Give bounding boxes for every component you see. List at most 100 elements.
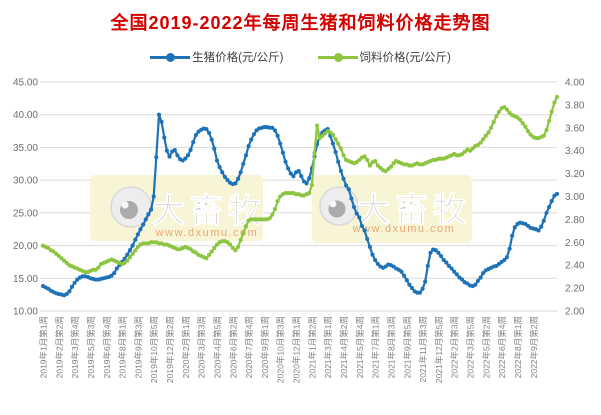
data-point-marker xyxy=(438,253,444,259)
data-point-marker xyxy=(423,279,428,284)
data-point-marker xyxy=(243,153,249,158)
data-point-marker xyxy=(312,150,317,156)
left-axis-tick-label: 30.00 xyxy=(13,176,38,187)
data-point-marker xyxy=(338,146,343,151)
data-point-marker xyxy=(541,218,546,223)
x-axis-tick-label: 2022年9月第2周 xyxy=(529,316,539,378)
legend-label-pig-price: 生猪价格(元/公斤) xyxy=(192,52,284,64)
data-point-marker xyxy=(138,227,143,232)
data-point-marker xyxy=(346,187,351,192)
data-point-marker xyxy=(547,118,552,123)
legend-item-feed-price: 饲料价格(元/公斤) xyxy=(317,49,451,65)
data-point-marker xyxy=(494,114,499,119)
data-point-marker xyxy=(64,260,69,265)
data-point-marker xyxy=(536,228,541,233)
data-point-marker xyxy=(249,137,254,142)
data-point-marker xyxy=(539,224,544,229)
feed-price-legend-marker-icon xyxy=(317,52,358,62)
x-axis-tick-label: 2020年2月第1周 xyxy=(181,316,191,378)
legend-item-pig-price: 生猪价格(元/公斤) xyxy=(150,49,284,65)
data-point-marker xyxy=(133,248,138,253)
data-point-marker xyxy=(373,158,378,164)
x-axis-tick-label: 2020年12月第1周 xyxy=(292,316,302,383)
data-point-marker xyxy=(243,224,249,229)
data-point-marker xyxy=(330,132,335,137)
data-point-marker xyxy=(188,147,193,153)
data-point-marker xyxy=(246,144,251,149)
x-axis-tick-label: 2020年7月第4周 xyxy=(244,316,254,378)
data-point-marker xyxy=(127,255,133,260)
data-point-marker xyxy=(354,211,359,216)
data-point-marker xyxy=(475,142,480,148)
data-point-marker xyxy=(207,252,212,257)
data-point-marker xyxy=(183,156,188,161)
eye-circle-logo-icon xyxy=(319,186,359,226)
x-axis-tick-label: 2021年5月第4周 xyxy=(355,316,365,378)
data-point-marker xyxy=(475,278,480,283)
data-point-marker xyxy=(307,176,312,181)
data-point-marker xyxy=(207,130,212,136)
data-point-marker xyxy=(554,94,560,99)
data-point-marker xyxy=(191,140,196,145)
data-point-marker xyxy=(233,181,238,186)
x-axis-tick-label: 2022年2月第3周 xyxy=(450,316,460,378)
left-axis-tick-label: 40.00 xyxy=(13,110,38,121)
x-axis-tick-label: 2021年1月第2周 xyxy=(307,316,317,378)
x-axis-tick-label: 2020年6月第2周 xyxy=(228,316,238,378)
data-point-marker xyxy=(220,170,225,175)
data-point-marker xyxy=(433,248,438,253)
right-axis-tick-label: 2.40 xyxy=(565,261,585,272)
data-point-marker xyxy=(341,176,346,181)
data-point-marker xyxy=(146,212,151,217)
x-axis-tick-label: 2022年8月第1周 xyxy=(513,316,523,378)
watermark-brand: 大畜牧 xyxy=(152,192,266,229)
data-point-marker xyxy=(544,128,549,133)
data-point-marker xyxy=(228,242,233,247)
data-point-marker xyxy=(520,121,525,126)
data-point-marker xyxy=(349,196,354,201)
data-point-marker xyxy=(225,178,230,183)
data-point-marker xyxy=(504,255,509,260)
data-point-marker xyxy=(288,171,293,176)
data-point-marker xyxy=(428,250,433,255)
data-point-marker xyxy=(238,170,243,175)
data-point-marker xyxy=(336,159,341,164)
data-point-marker xyxy=(204,256,209,261)
x-axis-tick-label: 2019年9月第3周 xyxy=(133,316,143,378)
data-point-marker xyxy=(309,182,314,188)
data-point-marker xyxy=(344,183,349,188)
feed-price-series xyxy=(40,94,560,275)
legend-label-feed-price: 饲料价格(元/公斤) xyxy=(359,52,451,64)
data-point-marker xyxy=(275,133,280,138)
right-axis-tick-label: 4.00 xyxy=(565,78,585,89)
data-point-marker xyxy=(399,269,404,274)
x-axis-labels: 2019年1月第1周 2019年2月第2周 2019年3月第4周 2019年5月第3周… xyxy=(39,316,539,383)
data-point-marker xyxy=(133,237,138,242)
data-point-marker xyxy=(307,191,312,196)
left-axis-tick-label: 45.00 xyxy=(13,78,38,89)
data-point-marker xyxy=(449,266,454,271)
right-axis-tick-label: 3.80 xyxy=(565,100,585,111)
data-point-marker xyxy=(251,132,256,137)
data-point-marker xyxy=(238,237,243,243)
pig-price-legend-marker-icon xyxy=(150,52,191,62)
data-point-marker xyxy=(96,265,101,270)
data-point-marker xyxy=(109,273,114,278)
x-axis-tick-label: 2019年8月第1周 xyxy=(118,316,128,378)
data-point-marker xyxy=(69,284,75,289)
data-point-marker xyxy=(151,194,156,199)
data-point-marker xyxy=(296,168,301,174)
watermark-url: www.dxumu.com xyxy=(352,223,456,235)
data-point-marker xyxy=(552,100,557,105)
data-point-marker xyxy=(164,148,169,153)
right-axis-tick-label: 3.00 xyxy=(565,192,585,203)
data-point-marker xyxy=(365,157,370,162)
data-point-marker xyxy=(283,159,288,164)
data-point-marker xyxy=(351,204,357,210)
right-axis-tick-label: 2.00 xyxy=(565,307,585,318)
data-point-marker xyxy=(373,257,378,263)
data-point-marker xyxy=(336,141,341,146)
data-point-marker xyxy=(404,278,409,283)
